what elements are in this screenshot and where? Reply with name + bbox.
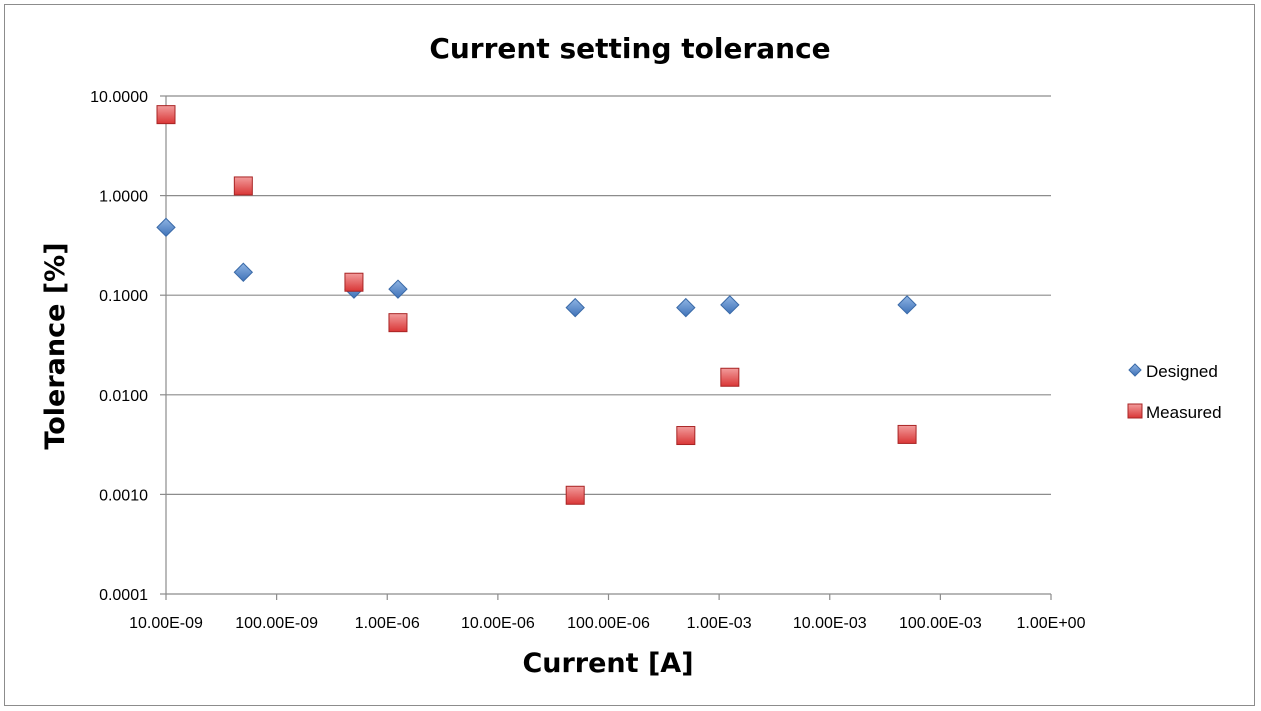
x-tick-label: 10.00E-09 bbox=[129, 615, 203, 632]
measured-point bbox=[676, 426, 696, 446]
y-tick-label: 0.0100 bbox=[99, 388, 148, 405]
x-tick-label: 1.00E+00 bbox=[1017, 615, 1086, 632]
measured-point bbox=[233, 176, 253, 196]
chart-title: Current setting tolerance bbox=[429, 32, 830, 65]
measured-point bbox=[897, 424, 917, 444]
measured-point bbox=[156, 105, 176, 125]
x-tick-label: 100.00E-06 bbox=[567, 615, 650, 632]
x-tick-label: 100.00E-09 bbox=[235, 615, 318, 632]
y-axis-title: Tolerance [%] bbox=[40, 242, 71, 449]
designed-point bbox=[720, 295, 740, 315]
designed-point bbox=[156, 217, 176, 238]
designed-point bbox=[565, 297, 585, 318]
y-tick-label: 0.0001 bbox=[99, 587, 148, 604]
x-tick-label: 100.00E-03 bbox=[899, 615, 982, 632]
designed-point bbox=[897, 295, 917, 315]
measured-point bbox=[344, 272, 364, 292]
x-axis-title: Current [A] bbox=[522, 648, 693, 679]
measured-point bbox=[388, 313, 408, 333]
legend: Designed Measured bbox=[1127, 362, 1222, 422]
designed-point bbox=[388, 279, 408, 299]
y-tick-label: 0.0010 bbox=[99, 487, 148, 504]
legend-label-measured: Measured bbox=[1146, 403, 1222, 422]
grid-lines bbox=[166, 95, 1051, 495]
x-tick-label: 10.00E-06 bbox=[461, 615, 535, 632]
chart-frame bbox=[4, 4, 1255, 706]
y-tick-labels: 0.0001 0.0010 0.0100 0.1000 1.0000 10.0000 bbox=[90, 89, 148, 604]
y-tick-label: 1.0000 bbox=[99, 189, 148, 206]
legend-marker-designed bbox=[1128, 363, 1142, 377]
y-tick-label: 0.1000 bbox=[99, 288, 148, 305]
designed-point bbox=[233, 262, 254, 282]
legend-label-designed: Designed bbox=[1146, 362, 1218, 381]
measured-point bbox=[720, 367, 740, 387]
data-points bbox=[156, 105, 917, 505]
x-tick-label: 1.00E-06 bbox=[355, 615, 420, 632]
legend-marker-measured bbox=[1127, 403, 1143, 419]
x-tick-labels: 10.00E-09 100.00E-09 1.00E-06 10.00E-06 100.… bbox=[129, 615, 1086, 632]
x-tick-label: 1.00E-03 bbox=[687, 615, 752, 632]
x-tick-label: 10.00E-03 bbox=[793, 615, 867, 632]
designed-point bbox=[676, 297, 696, 318]
measured-point bbox=[565, 485, 585, 505]
y-tick-label: 10.0000 bbox=[90, 89, 148, 106]
axes bbox=[160, 95, 1052, 600]
